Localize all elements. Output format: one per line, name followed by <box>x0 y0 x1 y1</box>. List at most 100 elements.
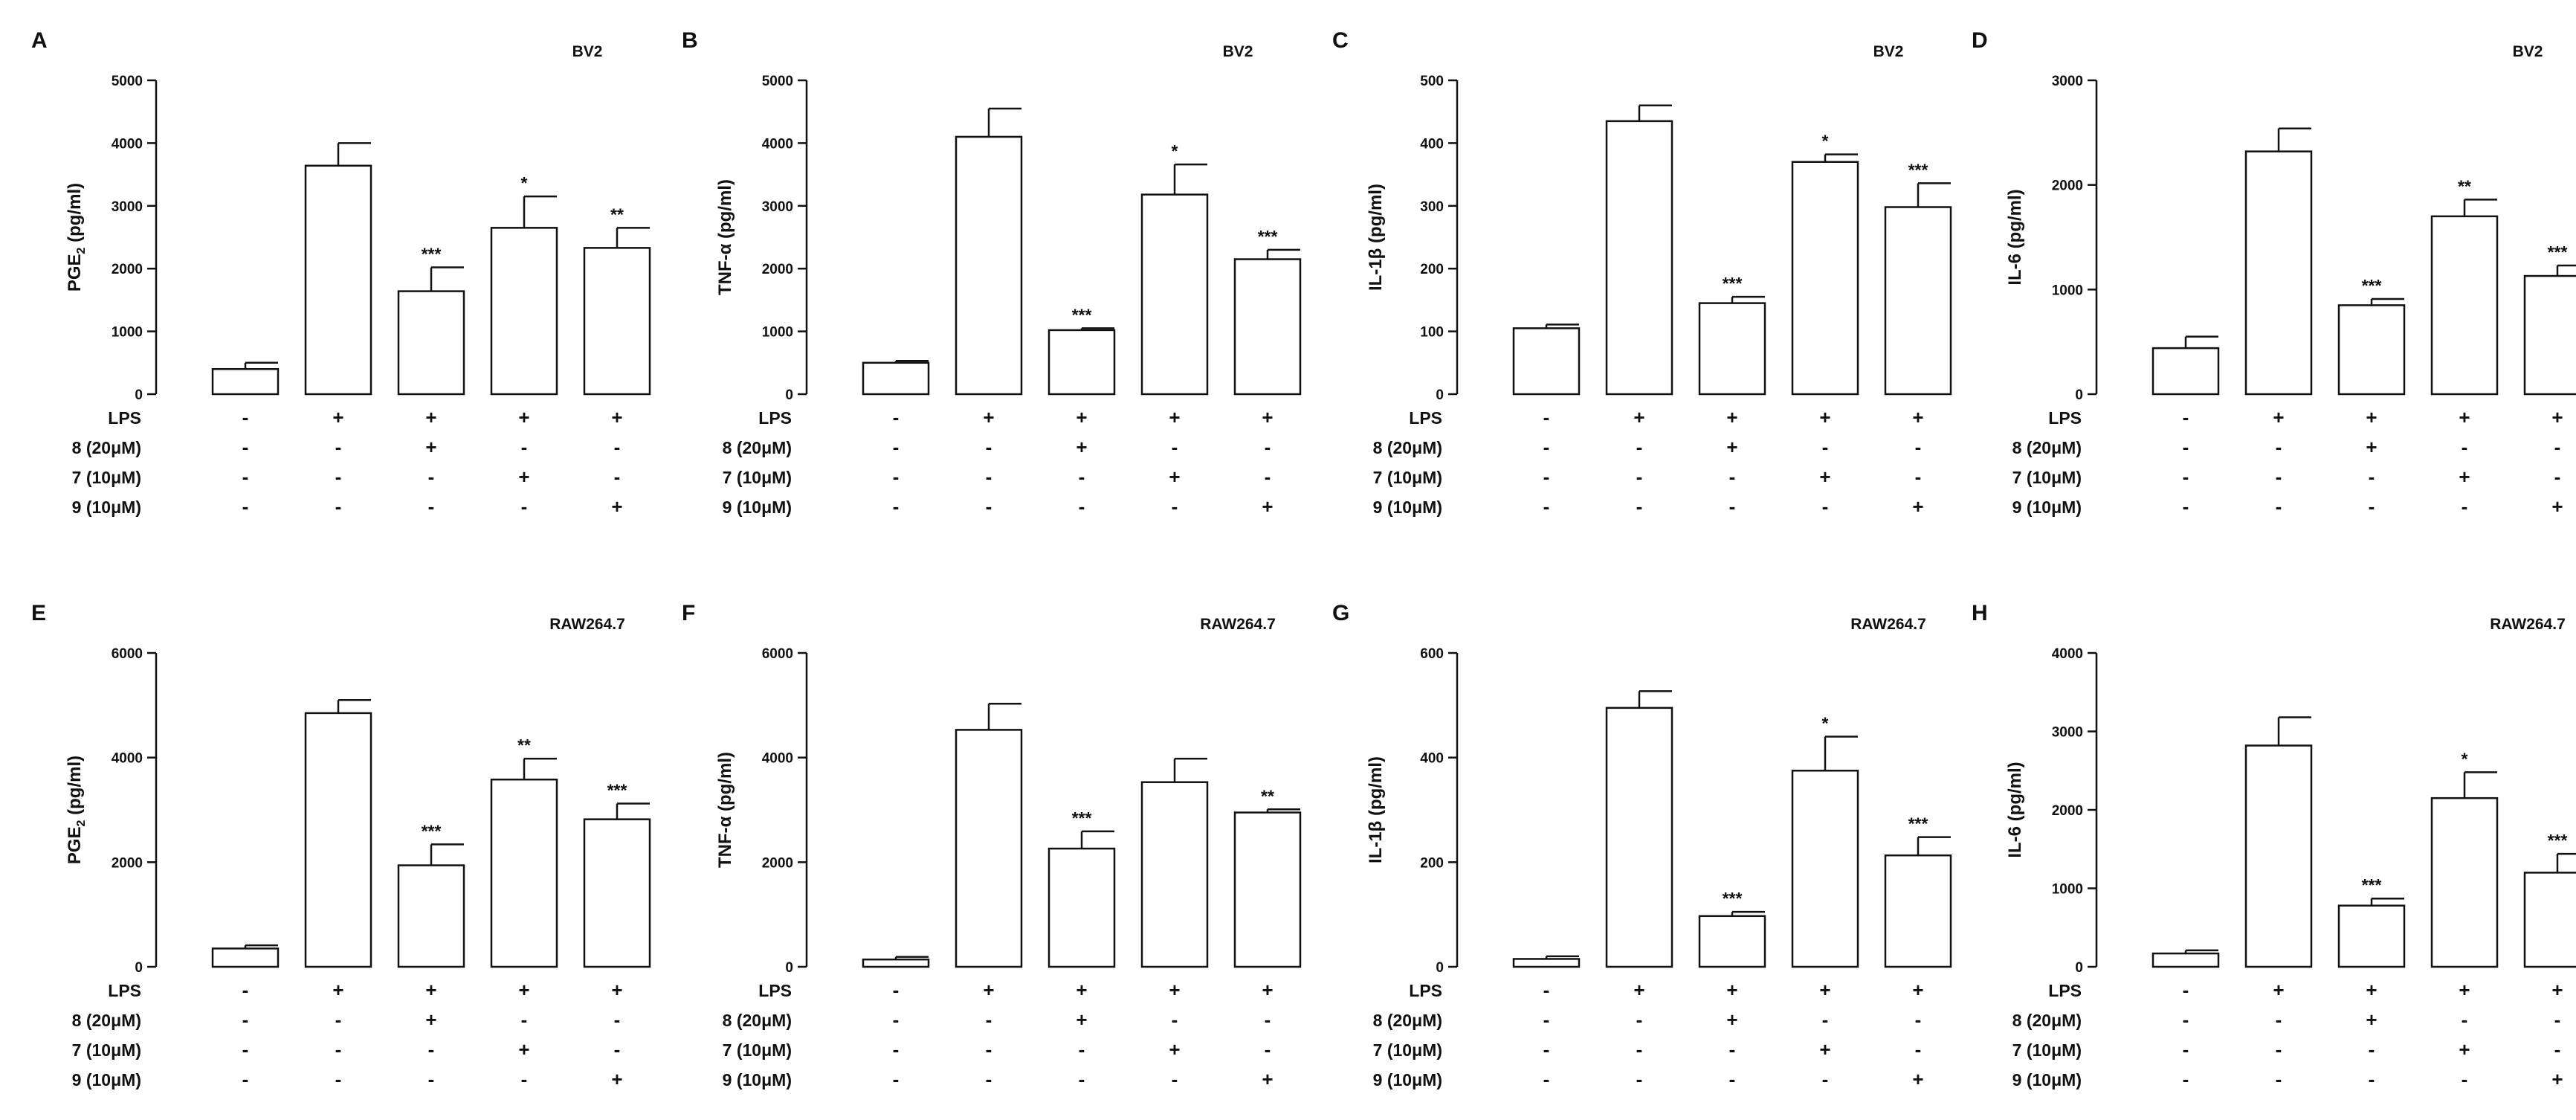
treatment-sign: + <box>2459 1038 2470 1061</box>
y-tick-label: 400 <box>1420 136 1444 152</box>
bar <box>1605 707 1673 968</box>
treatment-label: 8 (20μM) <box>723 1011 792 1030</box>
y-tick-label: 200 <box>1420 855 1444 871</box>
treatment-sign: - <box>242 436 249 458</box>
treatment-sign: + <box>332 979 343 1001</box>
treatment-sign: - <box>614 1038 621 1061</box>
significance-mark: *** <box>1258 227 1278 246</box>
treatment-sign: - <box>1543 1068 1550 1090</box>
bar <box>211 947 280 968</box>
panel-letter: E <box>31 601 46 625</box>
treatment-sign: - <box>1915 1008 1922 1031</box>
treatment-sign: + <box>1633 406 1644 428</box>
treatment-sign: + <box>2366 979 2377 1001</box>
treatment-label: 8 (20μM) <box>2012 438 2082 457</box>
treatment-sign: - <box>893 466 900 488</box>
y-tick-label: 5000 <box>762 74 793 89</box>
y-tick-label: 5000 <box>112 74 143 89</box>
treatment-sign: - <box>1265 1008 1271 1031</box>
bar <box>1698 915 1766 968</box>
treatment-sign: - <box>1265 436 1271 458</box>
treatment-sign: + <box>1076 436 1087 458</box>
y-tick-label: 0 <box>1436 387 1444 403</box>
treatment-sign: + <box>1169 466 1180 488</box>
significance-mark: *** <box>607 781 627 800</box>
treatment-sign: - <box>2554 466 2561 488</box>
cell-line-label: BV2 <box>1223 43 1253 60</box>
cell-line-label: BV2 <box>1873 43 1904 60</box>
treatment-sign: - <box>1915 466 1922 488</box>
treatment-sign: - <box>893 1038 900 1061</box>
bar <box>1512 327 1581 396</box>
treatment-sign: + <box>1912 1068 1923 1090</box>
treatment-sign: + <box>425 979 436 1001</box>
treatment-label: 9 (10μM) <box>2012 498 2082 517</box>
treatment-sign: - <box>1915 436 1922 458</box>
treatment-sign: - <box>614 436 621 458</box>
treatment-sign: - <box>2462 436 2468 458</box>
significance-mark: *** <box>422 245 442 264</box>
significance-mark: *** <box>2362 276 2382 295</box>
treatment-sign: + <box>518 406 529 428</box>
treatment-sign: + <box>1726 979 1737 1001</box>
treatment-sign: - <box>1079 466 1085 488</box>
bar <box>304 712 372 968</box>
treatment-label: 9 (10μM) <box>1373 498 1442 517</box>
treatment-sign: - <box>2183 1068 2189 1090</box>
significance-mark: *** <box>1072 808 1092 828</box>
treatment-sign: - <box>521 1068 528 1090</box>
treatment-sign: - <box>2183 436 2189 458</box>
cell-line-label: RAW264.7 <box>549 616 625 633</box>
treatment-sign: + <box>1169 979 1180 1001</box>
treatment-sign: + <box>518 1038 529 1061</box>
treatment-label: 9 (10μM) <box>1373 1070 1442 1090</box>
treatment-sign: - <box>2276 495 2282 518</box>
treatment-sign: - <box>1543 979 1550 1001</box>
treatment-sign: + <box>2459 979 2470 1001</box>
bar <box>583 247 651 396</box>
treatment-sign: - <box>2462 1068 2468 1090</box>
treatment-sign: - <box>1636 1068 1643 1090</box>
bar <box>304 164 372 396</box>
treatment-sign: + <box>425 436 436 458</box>
treatment-sign: - <box>1729 466 1736 488</box>
bar <box>490 778 558 968</box>
treatment-label: 7 (10μM) <box>2012 1040 2082 1060</box>
bar <box>862 361 930 396</box>
treatment-sign: - <box>2276 1008 2282 1031</box>
treatment-sign: + <box>1262 979 1273 1001</box>
treatment-sign: - <box>2462 495 2468 518</box>
y-tick-label: 2000 <box>762 855 793 871</box>
y-tick-label: 0 <box>135 960 143 976</box>
treatment-sign: + <box>1076 1008 1087 1031</box>
bar <box>1233 258 1302 396</box>
treatment-sign: - <box>986 1038 992 1061</box>
y-axis-label: TNF-α (pg/ml) <box>715 179 735 295</box>
y-tick-label: 100 <box>1420 325 1444 341</box>
treatment-sign: + <box>1726 1008 1737 1031</box>
significance-mark: *** <box>1908 160 1928 179</box>
treatment-label: LPS <box>2048 981 2082 1000</box>
treatment-sign: - <box>1729 495 1736 518</box>
treatment-sign: - <box>1543 495 1550 518</box>
treatment-label: 9 (10μM) <box>2012 1070 2082 1090</box>
bar <box>2430 796 2499 968</box>
treatment-sign: + <box>2459 406 2470 428</box>
treatment-label: LPS <box>108 981 141 1000</box>
treatment-sign: + <box>2273 406 2284 428</box>
treatment-label: 8 (20μM) <box>2012 1011 2082 1030</box>
treatment-sign: + <box>983 406 994 428</box>
treatment-sign: - <box>1822 495 1829 518</box>
y-axis-label: IL-6 (pg/ml) <box>2005 189 2025 285</box>
treatment-sign: + <box>1819 1038 1830 1061</box>
treatment-sign: - <box>242 406 249 428</box>
treatment-sign: - <box>335 436 342 458</box>
y-tick-label: 2000 <box>2052 803 2083 819</box>
treatment-sign: - <box>428 1068 435 1090</box>
y-tick-label: 0 <box>2075 960 2083 976</box>
treatment-sign: - <box>893 1068 900 1090</box>
